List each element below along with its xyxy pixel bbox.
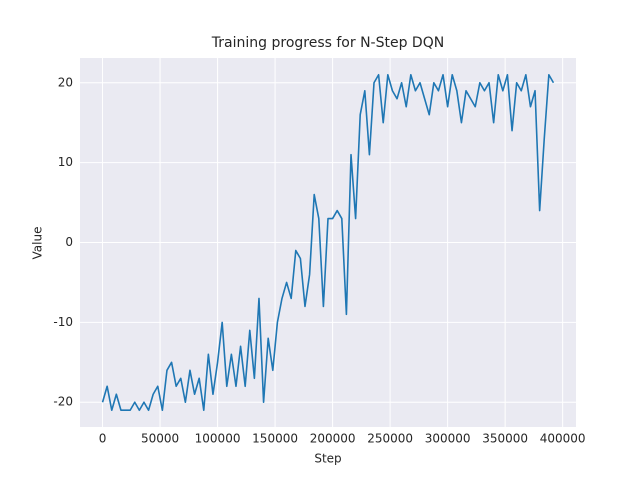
x-tick-label: 150000 — [252, 432, 298, 446]
x-tick-label: 300000 — [425, 432, 471, 446]
x-tick-label: 0 — [99, 432, 107, 446]
chart-title: Training progress for N-Step DQN — [211, 35, 444, 51]
x-axis-label: Step — [314, 452, 341, 466]
y-tick-label: 10 — [58, 155, 73, 169]
y-tick-label: 0 — [65, 235, 73, 249]
data-line — [101, 73, 555, 412]
x-tick-label: 400000 — [540, 432, 586, 446]
y-tick-label: 20 — [58, 75, 73, 89]
x-tick-label: 100000 — [195, 432, 241, 446]
y-tick-label: -20 — [53, 395, 73, 409]
x-tick-label: 50000 — [141, 432, 179, 446]
x-tick-label: 200000 — [310, 432, 356, 446]
y-axis-label: Value — [31, 227, 45, 260]
x-tick-label: 250000 — [367, 432, 413, 446]
y-tick-label: -10 — [53, 315, 73, 329]
x-tick-label: 350000 — [482, 432, 528, 446]
